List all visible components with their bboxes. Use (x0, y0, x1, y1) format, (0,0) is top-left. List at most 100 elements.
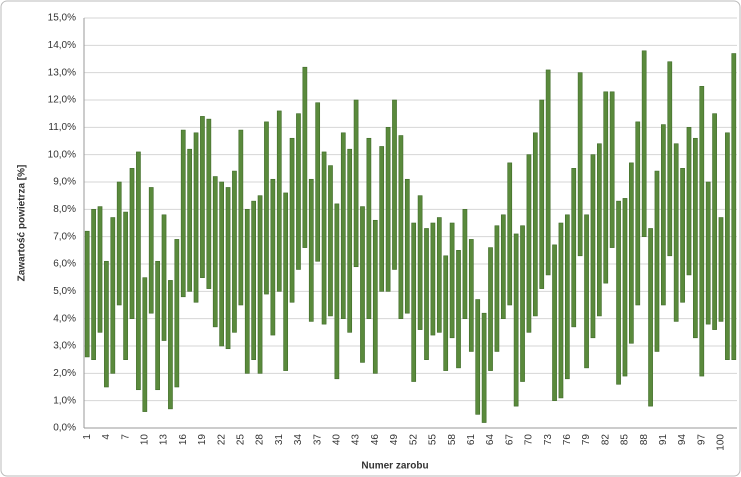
range-bar (200, 116, 205, 278)
y-tick-label: 0,0% (53, 423, 76, 434)
y-tick-label: 1,0% (53, 395, 76, 406)
range-bar (475, 299, 481, 415)
range-bar (379, 146, 385, 292)
range-bar (398, 135, 404, 319)
range-bar (289, 137, 295, 303)
range-bar (212, 176, 218, 328)
range-bar (168, 280, 173, 410)
x-tick-label: 22 (216, 434, 227, 446)
range-bar (180, 129, 186, 298)
x-tick-label: 70 (524, 434, 535, 446)
range-bar (456, 250, 461, 369)
range-bar (296, 113, 301, 270)
x-tick-label: 55 (428, 434, 439, 446)
range-bar (609, 91, 615, 248)
range-bar (232, 170, 237, 333)
x-tick-label: 58 (447, 434, 458, 446)
range-bar (385, 127, 391, 292)
x-tick-label: 52 (408, 434, 419, 446)
range-bar (129, 168, 135, 319)
x-tick-label: 97 (696, 434, 707, 446)
range-bar (648, 228, 653, 407)
range-bar (353, 99, 359, 268)
y-tick-label: 2,0% (53, 368, 76, 379)
range-bar (693, 137, 698, 339)
y-tick-label: 12,0% (48, 95, 76, 106)
range-bar (136, 151, 141, 391)
x-tick-label: 1 (82, 434, 93, 440)
range-bar (712, 113, 717, 330)
range-bar (366, 137, 372, 319)
range-bar (552, 244, 557, 401)
range-bar (558, 222, 564, 399)
range-bar (334, 203, 340, 380)
x-tick-label: 40 (332, 434, 343, 446)
range-bar (520, 225, 525, 382)
x-tick-label: 16 (178, 434, 189, 446)
range-bar (315, 102, 321, 262)
range-bar (526, 154, 532, 333)
x-tick-label: 4 (101, 434, 112, 440)
range-bar (404, 178, 410, 314)
range-bar (283, 192, 289, 371)
x-tick-label: 100 (716, 434, 727, 451)
range-bar (584, 214, 589, 369)
x-tick-label: 49 (389, 434, 400, 446)
range-bar (532, 132, 538, 317)
range-bar (308, 178, 314, 322)
y-axis-title: Zawartość powietrza [%] (17, 165, 28, 282)
x-tick-label: 31 (274, 434, 285, 446)
x-tick-label: 85 (620, 434, 631, 446)
range-bar (417, 195, 423, 330)
x-tick-label: 10 (139, 434, 150, 446)
x-tick-label: 28 (255, 434, 266, 446)
range-bar (174, 239, 180, 388)
range-bar (257, 195, 263, 374)
range-bar (110, 217, 116, 374)
range-bar (206, 118, 212, 289)
range-bar (731, 53, 737, 360)
x-tick-label: 73 (543, 434, 554, 446)
x-tick-label: 46 (370, 434, 381, 446)
range-bar (155, 260, 160, 391)
range-bar (219, 181, 224, 347)
range-bar (513, 233, 519, 407)
range-bar (302, 66, 308, 248)
range-bar (104, 260, 109, 388)
y-tick-label: 15,0% (48, 13, 76, 24)
y-tick-label: 14,0% (48, 40, 76, 51)
y-tick-label: 13,0% (48, 67, 76, 78)
range-bar (667, 61, 673, 257)
range-bar (360, 206, 365, 363)
range-bar (225, 187, 231, 350)
x-tick-label: 7 (120, 434, 131, 440)
range-bar (622, 198, 628, 377)
x-tick-label: 79 (581, 434, 592, 446)
range-bar (603, 91, 609, 284)
range-bar (597, 143, 602, 317)
range-bar (468, 239, 474, 352)
range-bar (347, 148, 353, 333)
x-tick-label: 19 (197, 434, 208, 446)
range-bar (148, 187, 154, 314)
range-bar (436, 217, 442, 333)
range-bar (673, 143, 679, 322)
range-bar (481, 312, 487, 423)
x-tick-label: 94 (677, 434, 688, 446)
y-tick-label: 8,0% (53, 204, 76, 215)
x-tick-label: 43 (351, 434, 362, 446)
range-bar (91, 209, 96, 360)
range-bar (718, 217, 724, 322)
range-bar (424, 228, 429, 360)
range-bar (244, 209, 250, 374)
range-bar (616, 200, 621, 385)
x-tick-label: 88 (639, 434, 650, 446)
range-bar (571, 168, 577, 328)
range-bar (462, 209, 468, 319)
y-tick-label: 4,0% (53, 313, 76, 324)
y-tick-label: 7,0% (53, 231, 76, 242)
range-bar (340, 132, 346, 319)
range-bar (411, 222, 417, 382)
range-bar (161, 214, 167, 341)
